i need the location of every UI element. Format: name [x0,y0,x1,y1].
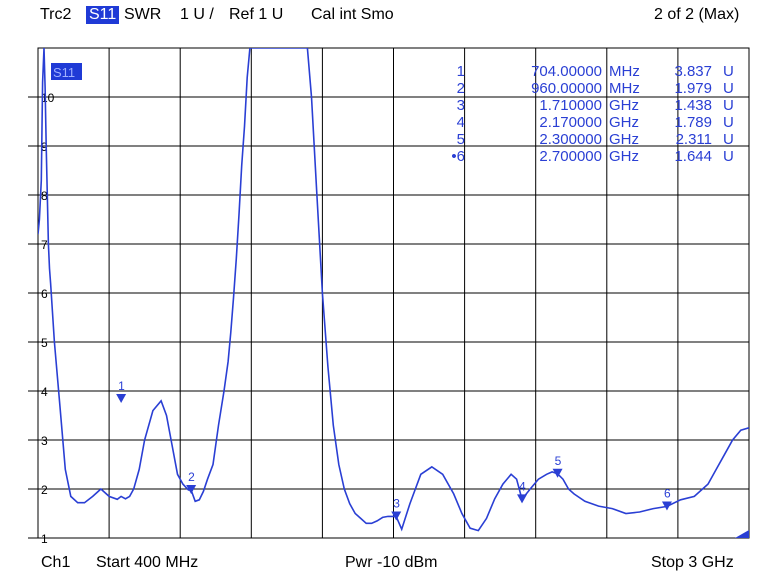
marker-table-value: 1.789 [674,114,712,131]
marker-table-value-unit: U [723,80,734,97]
marker-number-label: 5 [555,454,562,468]
marker-number-label: 6 [664,486,671,500]
marker-table-id: 1 [457,63,465,80]
marker-triangle [661,501,672,511]
scale-label[interactable]: 1 U / [180,6,214,23]
marker-triangle [517,494,528,504]
marker-table-frequency-unit: GHz [609,148,639,165]
format-label[interactable]: SWR [124,6,162,23]
marker-table-frequency: 2.170000 [539,114,602,131]
y-tick-label: 7 [41,238,48,252]
marker-table-value: 1.438 [674,97,712,114]
start-frequency[interactable]: Start 400 MHz [96,554,199,571]
trace-badge-label: S11 [53,65,75,80]
marker-number-label: 4 [519,479,526,493]
marker-number-label: 3 [393,497,400,511]
marker-table-value-unit: U [723,97,734,114]
marker-table-id: •6 [451,148,465,165]
marker-table-value-unit: U [723,131,734,148]
page-indicator: 2 of 2 (Max) [654,6,740,23]
marker-table-frequency: 704.00000 [531,63,602,80]
marker-table-value-unit: U [723,148,734,165]
trace-name[interactable]: Trc2 [40,6,72,23]
y-tick-label: 4 [41,385,48,399]
y-tick-label: 3 [41,434,48,448]
y-tick-label: 10 [41,91,55,105]
marker-triangle [186,485,197,495]
calibration-label: Cal int Smo [311,6,394,23]
marker-table-frequency: 2.300000 [539,131,602,148]
marker-table-value: 2.311 [676,131,712,148]
marker-table-id: 3 [457,97,465,114]
marker-table-frequency: 1.710000 [539,97,602,114]
marker-table-frequency-unit: GHz [609,97,639,114]
marker-table-value: 1.979 [674,80,712,97]
y-tick-label: 5 [41,336,48,350]
marker-number-label: 1 [118,379,125,393]
power-level[interactable]: Pwr -10 dBm [345,554,438,571]
stop-frequency[interactable]: Stop 3 GHz [651,554,734,571]
y-tick-label: 1 [41,532,48,546]
channel-footer: Ch1 Start 400 MHz Pwr -10 dBm Stop 3 GHz [0,552,779,579]
reference-label[interactable]: Ref 1 U [229,6,284,23]
trace-parameter-badge[interactable]: S11 [86,6,120,24]
marker-table-frequency-unit: GHz [609,114,639,131]
y-tick-label: 9 [41,140,48,154]
marker-table-frequency-unit: MHz [609,63,640,80]
y-tick-label: 2 [41,483,48,497]
channel-label[interactable]: Ch1 [41,554,71,571]
marker-table-frequency-unit: MHz [609,80,640,97]
marker-triangle [116,393,127,403]
marker-triangle [391,511,402,521]
trace-header: Trc2 S11 SWR 1 U / Ref 1 U Cal int Smo 2… [0,0,779,30]
marker-table-id: 4 [457,114,465,131]
swr-trace-line [38,48,749,532]
marker-table-value: 1.644 [674,148,712,165]
trace-badge-background [51,63,82,80]
marker-triangle [552,468,563,478]
marker-table-frequency-unit: GHz [609,131,639,148]
sweep-end-marker [735,530,749,538]
marker-table-value: 3.837 [674,63,712,80]
y-tick-label: 6 [41,287,48,301]
marker-table-id: 2 [457,80,465,97]
marker-table-frequency: 2.700000 [539,148,602,165]
marker-table-id: 5 [457,131,465,148]
y-tick-label: 8 [41,189,48,203]
marker-table-frequency: 960.00000 [531,80,602,97]
marker-table-value-unit: U [723,63,734,80]
marker-table-value-unit: U [723,114,734,131]
marker-number-label: 2 [188,470,195,484]
